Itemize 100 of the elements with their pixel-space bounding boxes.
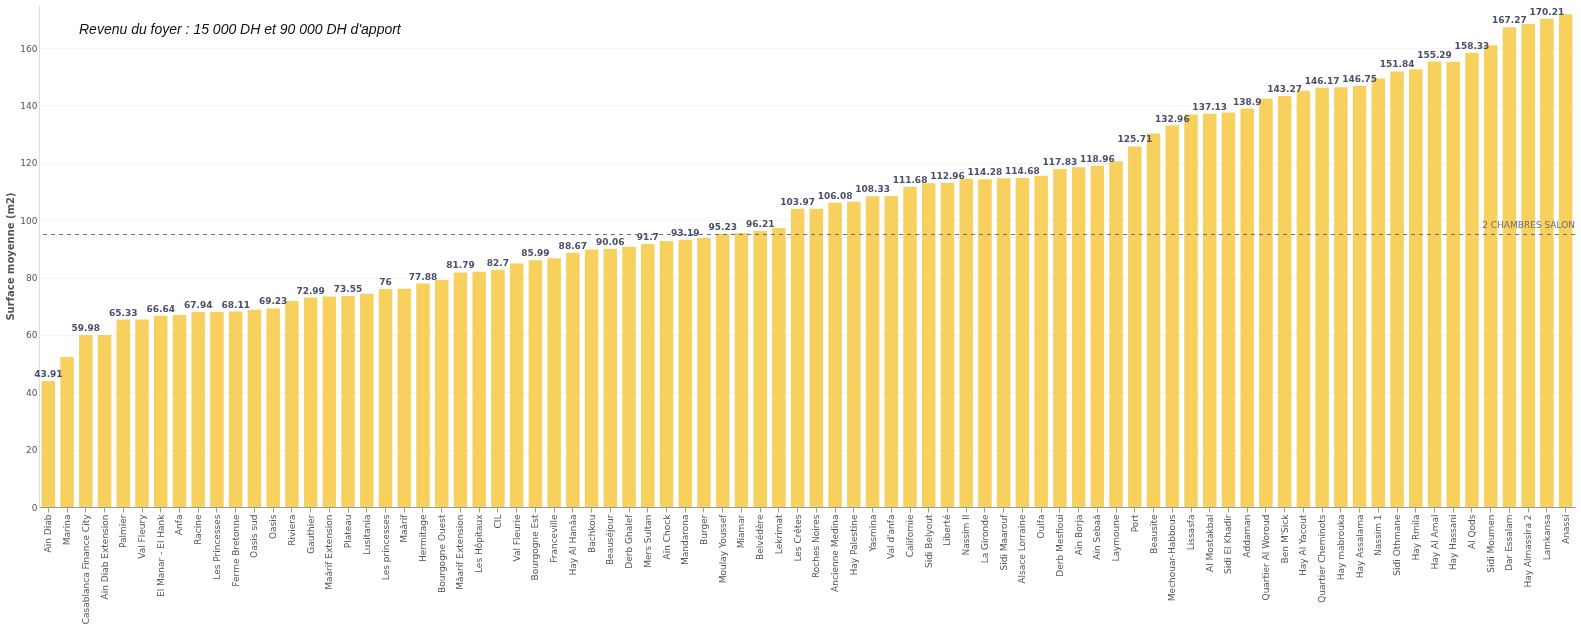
- data-label: 66.64: [146, 303, 175, 314]
- x-tick-label: Franceville: [549, 514, 560, 563]
- bar: [903, 186, 917, 507]
- x-tick-label: Casablanca Finance City: [80, 513, 91, 625]
- bar: [191, 312, 205, 507]
- y-tick-label: 160: [20, 43, 38, 54]
- y-tick-label: 100: [20, 215, 38, 226]
- data-label: 118.96: [1079, 153, 1115, 164]
- x-tick-label: Derb Mesfioui: [1054, 514, 1065, 577]
- x-tick-label: Aïn Chock: [661, 513, 672, 560]
- data-label: 93.19: [671, 227, 700, 238]
- x-tick-label: Lusitania: [361, 514, 372, 556]
- data-label: 137.13: [1192, 101, 1228, 112]
- x-tick-label: Lekrimat: [773, 514, 784, 555]
- x-tick-label: Mechouar-Habbous: [1167, 514, 1178, 602]
- x-tick-label: Mandarona: [680, 514, 691, 565]
- bar: [790, 208, 805, 507]
- data-label: 108.33: [855, 184, 890, 195]
- bar: [60, 356, 74, 507]
- x-tick-label: Ben M'Sick: [1279, 513, 1290, 564]
- bar: [1053, 169, 1067, 507]
- bar: [697, 237, 711, 507]
- bar: [135, 319, 149, 507]
- data-label: 167.27: [1492, 15, 1527, 26]
- x-tick-label: Oasis: [268, 514, 279, 539]
- x-tick-label: Sidi Belyout: [923, 514, 934, 569]
- bar: [678, 239, 692, 507]
- x-tick-label: Hay Al Yacout: [1298, 514, 1309, 576]
- bar: [378, 288, 393, 507]
- bar: [303, 297, 318, 507]
- bar: [865, 196, 880, 507]
- bar: [210, 311, 224, 507]
- bar: [322, 296, 337, 507]
- data-label: 90.06: [596, 236, 625, 247]
- x-tick-label: Quartier Cheminots: [1317, 514, 1328, 603]
- x-tick-label: Laymoune: [1111, 514, 1122, 562]
- data-label: 170.21: [1529, 6, 1565, 17]
- data-label: 69.23: [258, 296, 288, 307]
- x-tick-label: Maârif Extension: [324, 514, 335, 590]
- data-label: 103.97: [780, 196, 815, 207]
- x-tick-label: Les Princesses: [211, 514, 222, 580]
- bar: [1015, 178, 1030, 507]
- x-tick-label: Sidi Moumen: [1485, 514, 1496, 573]
- bar: [1315, 87, 1329, 507]
- y-tick-label: 140: [20, 100, 38, 111]
- data-label: 146.17: [1304, 75, 1340, 86]
- y-tick-label: 120: [20, 158, 38, 169]
- x-tick-label: Hay Rmila: [1410, 514, 1421, 561]
- bar: [547, 258, 561, 507]
- x-tick-label: Al Mostakbal: [1204, 514, 1215, 572]
- x-tick-label: Nassim II: [961, 514, 972, 556]
- bar: [341, 296, 355, 507]
- x-tick-label: Alsace Lorraine: [1017, 514, 1028, 584]
- x-tick-label: Mers Sultan: [642, 514, 653, 568]
- bar: [847, 201, 861, 507]
- x-tick-label: Aïn Diab: [43, 514, 54, 553]
- bar: [509, 263, 524, 507]
- data-label: 112.96: [930, 170, 965, 181]
- x-tick-label: Oasis sud: [249, 514, 260, 558]
- x-tick-label: Belvédère: [755, 514, 766, 560]
- x-tick-label: Moulay Youssef: [717, 513, 728, 584]
- x-tick-label: Hay Palestine: [848, 514, 859, 576]
- x-tick-label: Gauthier: [305, 514, 316, 554]
- x-tick-label: Miamar: [736, 514, 747, 549]
- x-tick-label: Bourgogne Ouest: [436, 514, 447, 594]
- x-tick-label: Oulfa: [1036, 514, 1047, 539]
- x-tick-label: La Gironde: [979, 514, 990, 564]
- x-tick-label: Hay Al Hanâa: [567, 514, 578, 576]
- bar: [734, 233, 749, 507]
- x-tick-label: Derb Ghalef: [624, 513, 635, 569]
- x-tick-label: Liberté: [942, 514, 953, 547]
- x-tick-label: Port: [1129, 514, 1140, 533]
- bar: [1409, 69, 1423, 507]
- bar: [228, 311, 243, 507]
- y-tick-label: 0: [31, 502, 38, 513]
- annotation: Revenu du foyer : 15 000 DH et 90 000 DH d'apport: [79, 21, 402, 37]
- x-tick-label: Lissasfa: [1186, 514, 1196, 551]
- bar: [434, 280, 449, 507]
- x-tick-label: Nassim 1: [1373, 514, 1384, 556]
- bar: [116, 319, 131, 507]
- bar: [360, 293, 374, 507]
- x-tick-label: Val d'anfa: [886, 514, 897, 559]
- bar: [79, 334, 93, 507]
- x-tick-label: Addaman: [1242, 514, 1253, 558]
- bar: [1090, 165, 1105, 507]
- bar: [978, 179, 992, 507]
- bar: [641, 243, 655, 507]
- bar: [959, 179, 973, 507]
- data-label: 158.33: [1454, 40, 1490, 51]
- data-label: 151.84: [1379, 59, 1415, 70]
- x-tick-label: Yasmina: [867, 514, 878, 553]
- x-tick-label: Maârif: [399, 513, 410, 543]
- y-tick-label: 60: [26, 330, 38, 341]
- bar: [772, 227, 786, 507]
- bar: [247, 309, 262, 507]
- data-label: 117.83: [1042, 157, 1078, 167]
- x-tick-label: Hay mabrouka: [1335, 514, 1346, 581]
- x-tick-label: Anfa: [174, 514, 185, 536]
- data-label: 77.88: [408, 271, 438, 282]
- data-label: 73.55: [333, 284, 363, 295]
